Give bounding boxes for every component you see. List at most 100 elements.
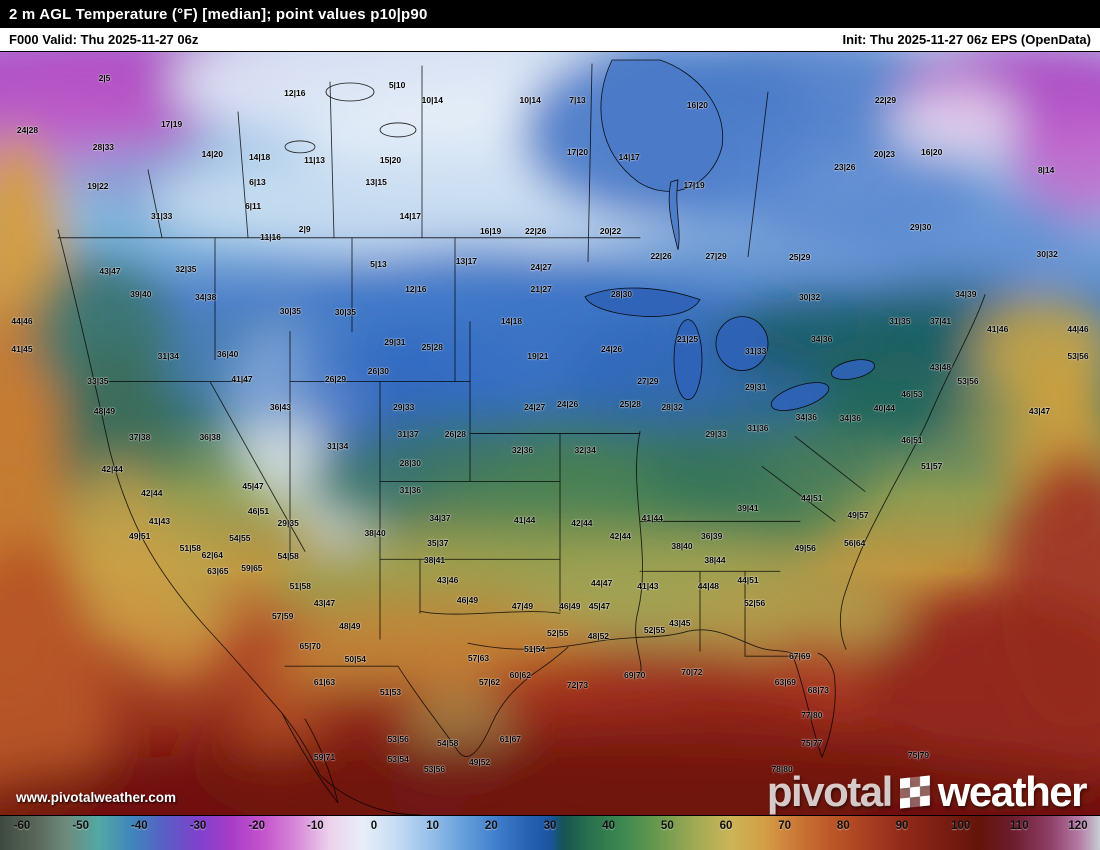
- point-value: 28|32: [661, 401, 683, 412]
- point-value: 28|30: [399, 458, 421, 468]
- page-title: 2 m AGL Temperature (°F) [median]; point…: [9, 5, 428, 23]
- point-value: 22|26: [525, 226, 547, 237]
- point-value: 57|63: [467, 652, 490, 663]
- colorbar-tick-label: 0: [370, 820, 378, 832]
- point-value: 37|41: [929, 315, 952, 326]
- point-value: 42|44: [101, 463, 123, 474]
- point-value: 31|36: [399, 484, 421, 495]
- colorbar-tick-label: 60: [719, 820, 733, 832]
- point-value: 51|58: [179, 542, 201, 553]
- point-value: 75|79: [907, 750, 930, 761]
- point-value: 49|56: [794, 542, 816, 553]
- point-value: 42|44: [571, 517, 593, 528]
- point-value: 50|54: [344, 654, 366, 665]
- colorbar-tick-label: 40: [602, 820, 616, 832]
- point-value: 49|52: [468, 757, 491, 768]
- pivotal-weather-logo: pivotal weather: [767, 771, 1088, 813]
- point-value: 41|45: [11, 343, 33, 354]
- point-value: 51|58: [289, 580, 311, 591]
- point-value: 46|51: [247, 505, 270, 516]
- point-value: 41|47: [231, 373, 253, 384]
- point-value: 46|49: [456, 594, 479, 605]
- point-value: 43|48: [929, 361, 952, 372]
- point-value: 52|56: [743, 597, 766, 608]
- point-value: 69|70: [624, 670, 646, 681]
- point-value: 17|20: [566, 146, 589, 157]
- point-value: 44|48: [697, 580, 720, 591]
- point-value: 20|23: [873, 148, 896, 159]
- point-value: 43|47: [99, 265, 121, 276]
- point-value: 51|53: [379, 686, 402, 697]
- point-value: 46|53: [901, 388, 923, 399]
- point-value: 2|5: [98, 72, 111, 83]
- point-value: 17|19: [683, 179, 705, 190]
- colorbar-tick-label: 110: [1010, 820, 1029, 832]
- point-value: 32|36: [511, 445, 534, 456]
- colorbar-tick-label: -10: [307, 820, 324, 832]
- colorbar-tick-label: 90: [895, 820, 909, 832]
- point-value: 7|13: [569, 94, 586, 105]
- point-value: 13|15: [365, 177, 387, 188]
- point-value: 42|44: [609, 530, 632, 541]
- point-value: 31|34: [157, 350, 179, 361]
- point-value: 41|43: [637, 580, 659, 591]
- point-value: 41|43: [148, 515, 171, 526]
- point-value: 5|13: [370, 258, 387, 269]
- point-value: 72|73: [566, 680, 589, 691]
- point-value: 44|46: [1067, 323, 1089, 334]
- point-value: 53|54: [387, 754, 409, 765]
- point-value: 32|35: [175, 264, 197, 275]
- colorbar-tick-label: 80: [836, 820, 850, 832]
- point-value: 16|19: [479, 226, 502, 237]
- temperature-map: 2|5 12|16 5|10 10|14 10|14 7|13 16|20 22|29 24|2…: [0, 52, 1100, 816]
- point-layer: 2|5 12|16 5|10 10|14 10|14 7|13 16|20 22|29 24|2…: [0, 52, 1100, 815]
- point-value: 62|64: [201, 549, 223, 560]
- point-value: 44|51: [737, 574, 759, 585]
- point-value: 67|69: [789, 650, 811, 661]
- point-value: 25|29: [789, 251, 811, 262]
- point-value: 22|29: [874, 94, 897, 105]
- point-value: 35|37: [427, 538, 449, 549]
- point-value: 34|37: [429, 512, 451, 523]
- point-value: 31|34: [327, 441, 349, 452]
- colorbar-tick-label: 30: [543, 820, 557, 832]
- point-value: 17|19: [160, 119, 183, 130]
- point-value: 45|47: [242, 480, 264, 491]
- point-value: 34|36: [839, 412, 861, 423]
- colorbar-tick-label: -20: [248, 820, 265, 832]
- point-value: 56|64: [844, 538, 866, 549]
- point-value: 38|44: [704, 554, 726, 565]
- point-value: 34|39: [955, 288, 977, 299]
- point-value: 29|31: [384, 336, 406, 347]
- point-value: 49|51: [129, 530, 151, 541]
- point-value: 77|80: [801, 709, 823, 720]
- point-value: 36|40: [217, 348, 239, 359]
- point-value: 61|67: [499, 734, 522, 745]
- point-value: 24|26: [600, 343, 623, 354]
- point-value: 6|13: [249, 176, 266, 187]
- point-value: 38|40: [364, 528, 386, 539]
- temperature-colorbar: -60 -50 -40 -30 -20 -10 0 10 20 30 40 50 60 70 80 90 100…: [0, 816, 1100, 850]
- point-value: 15|20: [379, 154, 402, 165]
- point-value: 43|45: [669, 617, 691, 628]
- point-value: 34|38: [195, 291, 217, 302]
- watermark-url: www.pivotalweather.com: [16, 790, 177, 805]
- point-value: 44|47: [591, 577, 613, 588]
- point-value: 54|55: [229, 532, 251, 543]
- point-value: 12|16: [405, 284, 427, 295]
- point-value: 37|38: [129, 431, 151, 442]
- forecast-info-bar: F000 Valid: Thu 2025-11-27 06z Init: Thu…: [0, 28, 1100, 52]
- colorbar-tick-label: -50: [72, 820, 89, 832]
- point-value: 24|27: [530, 261, 552, 272]
- point-value: 28|33: [92, 142, 115, 153]
- point-value: 52|55: [643, 625, 666, 636]
- point-value: 26|28: [444, 428, 467, 439]
- point-value: 25|28: [421, 341, 443, 352]
- title-bar: 2 m AGL Temperature (°F) [median]; point…: [0, 0, 1100, 28]
- point-value: 21|25: [676, 333, 699, 344]
- point-value: 27|29: [637, 375, 659, 386]
- point-value: 31|36: [747, 422, 769, 433]
- point-value: 43|47: [1028, 405, 1051, 416]
- point-value: 14|17: [618, 151, 640, 162]
- point-value: 78|80: [771, 763, 793, 774]
